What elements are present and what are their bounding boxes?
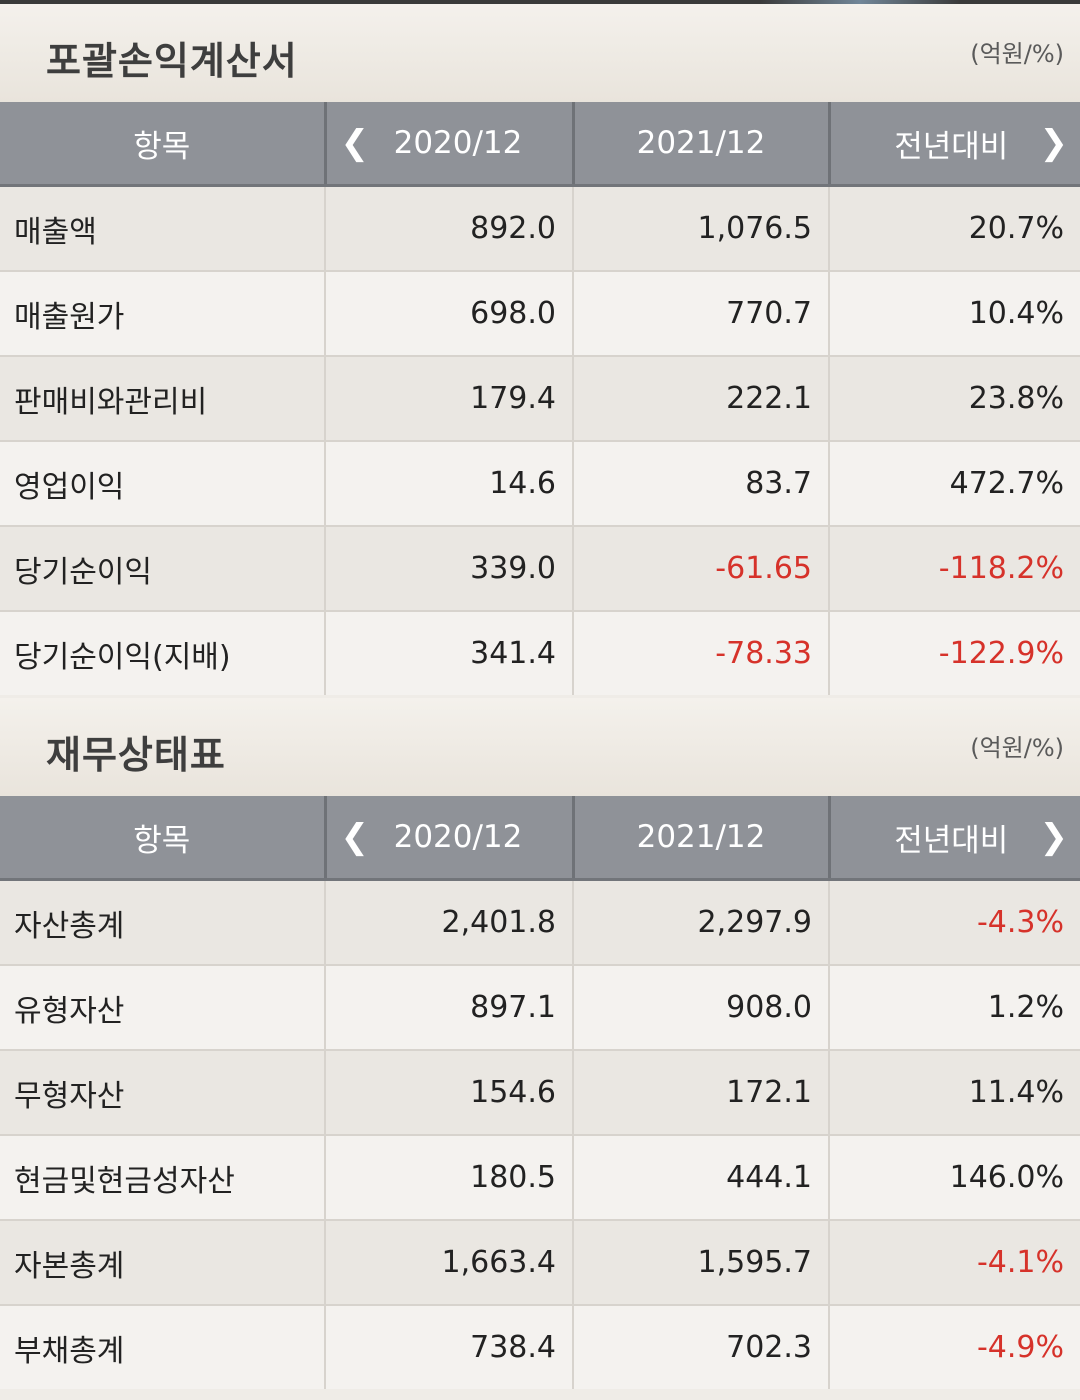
col-header-2020: ❮ 2020/12 bbox=[323, 796, 573, 881]
value-2021: 83.7 bbox=[572, 440, 829, 526]
income-header-row: 항목 ❮ 2020/12 2021/12 전년대비 ❯ bbox=[0, 102, 1080, 187]
row-label: 무형자산 bbox=[0, 1049, 325, 1135]
value-yoy: 472.7% bbox=[828, 440, 1080, 526]
value-2021: 222.1 bbox=[572, 355, 829, 441]
value-yoy: 146.0% bbox=[828, 1134, 1080, 1220]
col-header-item: 항목 bbox=[0, 796, 325, 881]
table-row[interactable]: 자산총계 2,401.8 2,297.9 -4.3% bbox=[0, 878, 1080, 965]
col-header-2021: 2021/12 bbox=[571, 796, 829, 881]
value-2020: 179.4 bbox=[324, 355, 573, 441]
value-yoy: 11.4% bbox=[828, 1049, 1080, 1135]
balance-section-title: 재무상태표 bbox=[46, 733, 226, 777]
income-table: 항목 ❮ 2020/12 2021/12 전년대비 ❯ 매출액 892.0 1,07… bbox=[0, 102, 1080, 695]
chevron-left-icon[interactable]: ❮ bbox=[340, 817, 370, 857]
balance-sheet-section: 재무상태표 (억원/%) 항목 ❮ 2020/12 2021/12 전년대비 ❯… bbox=[0, 698, 1080, 1389]
income-unit-label: (억원/%) bbox=[970, 40, 1064, 68]
table-row[interactable]: 부채총계 738.4 702.3 -4.9% bbox=[0, 1304, 1080, 1389]
value-2020: 738.4 bbox=[324, 1304, 573, 1389]
col-header-yoy: 전년대비 ❯ bbox=[827, 796, 1080, 881]
value-2020: 180.5 bbox=[324, 1134, 573, 1220]
row-label: 현금및현금성자산 bbox=[0, 1134, 325, 1220]
balance-header-row: 항목 ❮ 2020/12 2021/12 전년대비 ❯ bbox=[0, 796, 1080, 881]
value-yoy: -118.2% bbox=[828, 525, 1080, 611]
value-2021: 770.7 bbox=[572, 270, 829, 356]
row-label: 판매비와관리비 bbox=[0, 355, 325, 441]
table-row[interactable]: 판매비와관리비 179.4 222.1 23.8% bbox=[0, 355, 1080, 441]
table-row[interactable]: 무형자산 154.6 172.1 11.4% bbox=[0, 1049, 1080, 1135]
table-row[interactable]: 영업이익 14.6 83.7 472.7% bbox=[0, 440, 1080, 526]
top-border bbox=[0, 0, 1080, 4]
value-2020: 341.4 bbox=[324, 610, 573, 695]
value-2020: 698.0 bbox=[324, 270, 573, 356]
table-row[interactable]: 당기순이익(지배) 341.4 -78.33 -122.9% bbox=[0, 610, 1080, 695]
balance-section-header: 재무상태표 (억원/%) bbox=[0, 698, 1080, 796]
row-label: 영업이익 bbox=[0, 440, 325, 526]
balance-unit-label: (억원/%) bbox=[970, 734, 1064, 762]
balance-table: 항목 ❮ 2020/12 2021/12 전년대비 ❯ 자산총계 2,401.8 2… bbox=[0, 796, 1080, 1389]
table-row[interactable]: 자본총계 1,663.4 1,595.7 -4.1% bbox=[0, 1219, 1080, 1305]
chevron-right-icon[interactable]: ❯ bbox=[1039, 817, 1069, 857]
value-2020: 14.6 bbox=[324, 440, 573, 526]
table-row[interactable]: 당기순이익 339.0 -61.65 -118.2% bbox=[0, 525, 1080, 611]
income-section-title: 포괄손익계산서 bbox=[46, 39, 298, 83]
col-header-item: 항목 bbox=[0, 102, 325, 187]
value-2020: 154.6 bbox=[324, 1049, 573, 1135]
value-yoy: 1.2% bbox=[828, 964, 1080, 1050]
row-label: 유형자산 bbox=[0, 964, 325, 1050]
col-header-2021: 2021/12 bbox=[571, 102, 829, 187]
value-2020: 2,401.8 bbox=[324, 878, 573, 965]
row-label: 당기순이익(지배) bbox=[0, 610, 325, 695]
value-2021: 702.3 bbox=[572, 1304, 829, 1389]
value-yoy: -122.9% bbox=[828, 610, 1080, 695]
value-yoy: -4.3% bbox=[828, 878, 1080, 965]
chevron-right-icon[interactable]: ❯ bbox=[1039, 123, 1069, 163]
row-label: 매출원가 bbox=[0, 270, 325, 356]
value-2021: 172.1 bbox=[572, 1049, 829, 1135]
row-label: 부채총계 bbox=[0, 1304, 325, 1389]
value-2020: 1,663.4 bbox=[324, 1219, 573, 1305]
table-row[interactable]: 매출원가 698.0 770.7 10.4% bbox=[0, 270, 1080, 356]
value-yoy: 10.4% bbox=[828, 270, 1080, 356]
value-2021: 444.1 bbox=[572, 1134, 829, 1220]
col-header-2020: ❮ 2020/12 bbox=[323, 102, 573, 187]
col-header-yoy: 전년대비 ❯ bbox=[827, 102, 1080, 187]
value-yoy: 23.8% bbox=[828, 355, 1080, 441]
row-label: 자산총계 bbox=[0, 878, 325, 965]
income-statement-section: 포괄손익계산서 (억원/%) 항목 ❮ 2020/12 2021/12 전년대비… bbox=[0, 4, 1080, 695]
row-label: 당기순이익 bbox=[0, 525, 325, 611]
value-2020: 339.0 bbox=[324, 525, 573, 611]
value-2020: 897.1 bbox=[324, 964, 573, 1050]
value-2021: 1,595.7 bbox=[572, 1219, 829, 1305]
value-2021: -78.33 bbox=[572, 610, 829, 695]
value-2020: 892.0 bbox=[324, 184, 573, 271]
value-2021: 2,297.9 bbox=[572, 878, 829, 965]
value-yoy: 20.7% bbox=[828, 184, 1080, 271]
value-yoy: -4.1% bbox=[828, 1219, 1080, 1305]
value-yoy: -4.9% bbox=[828, 1304, 1080, 1389]
table-row[interactable]: 매출액 892.0 1,076.5 20.7% bbox=[0, 184, 1080, 271]
row-label: 매출액 bbox=[0, 184, 325, 271]
table-row[interactable]: 유형자산 897.1 908.0 1.2% bbox=[0, 964, 1080, 1050]
row-label: 자본총계 bbox=[0, 1219, 325, 1305]
income-section-header: 포괄손익계산서 (억원/%) bbox=[0, 4, 1080, 102]
value-2021: 1,076.5 bbox=[572, 184, 829, 271]
table-row[interactable]: 현금및현금성자산 180.5 444.1 146.0% bbox=[0, 1134, 1080, 1220]
chevron-left-icon[interactable]: ❮ bbox=[340, 123, 370, 163]
value-2021: -61.65 bbox=[572, 525, 829, 611]
value-2021: 908.0 bbox=[572, 964, 829, 1050]
